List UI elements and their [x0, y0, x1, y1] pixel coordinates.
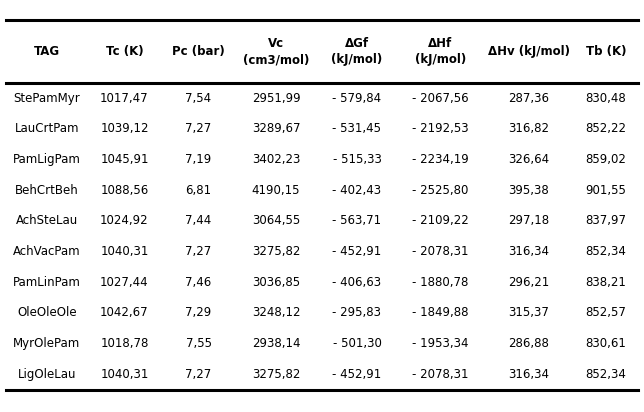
Text: Pc (bar): Pc (bar) [172, 45, 225, 58]
Text: 7,19: 7,19 [185, 153, 212, 166]
Text: MyrOlePam: MyrOlePam [14, 337, 80, 350]
Text: - 2067,56: - 2067,56 [412, 92, 469, 105]
Text: PamLinPam: PamLinPam [13, 276, 81, 289]
Text: Tc (K): Tc (K) [106, 45, 143, 58]
Text: - 452,91: - 452,91 [332, 368, 382, 381]
Text: 1088,56: 1088,56 [100, 184, 149, 197]
Text: - 1880,78: - 1880,78 [412, 276, 469, 289]
Text: - 402,43: - 402,43 [332, 184, 381, 197]
Text: 296,21: 296,21 [508, 276, 549, 289]
Text: 3036,85: 3036,85 [252, 276, 300, 289]
Text: OleOleOle: OleOleOle [17, 307, 77, 319]
Text: LigOleLau: LigOleLau [17, 368, 76, 381]
Text: 1027,44: 1027,44 [100, 276, 149, 289]
Text: 316,34: 316,34 [508, 245, 549, 258]
Text: - 2234,19: - 2234,19 [412, 153, 469, 166]
Text: 395,38: 395,38 [509, 184, 549, 197]
Text: AchSteLau: AchSteLau [16, 214, 78, 227]
Text: 837,97: 837,97 [585, 214, 627, 227]
Text: 297,18: 297,18 [508, 214, 549, 227]
Text: 3289,67: 3289,67 [252, 122, 300, 136]
Text: - 579,84: - 579,84 [332, 92, 381, 105]
Text: Vc
(cm3/mol): Vc (cm3/mol) [243, 37, 309, 66]
Text: 1045,91: 1045,91 [100, 153, 149, 166]
Text: PamLigPam: PamLigPam [13, 153, 81, 166]
Text: - 515,33: - 515,33 [332, 153, 381, 166]
Text: 838,21: 838,21 [585, 276, 627, 289]
Text: 1018,78: 1018,78 [100, 337, 149, 350]
Text: 852,34: 852,34 [585, 368, 627, 381]
Text: Tb (K): Tb (K) [586, 45, 626, 58]
Text: 1040,31: 1040,31 [100, 245, 149, 258]
Text: AchVacPam: AchVacPam [13, 245, 80, 258]
Text: 3275,82: 3275,82 [252, 245, 300, 258]
Text: - 531,45: - 531,45 [332, 122, 381, 136]
Text: - 295,83: - 295,83 [332, 307, 381, 319]
Text: 1039,12: 1039,12 [100, 122, 149, 136]
Text: 2951,99: 2951,99 [252, 92, 300, 105]
Text: - 452,91: - 452,91 [332, 245, 382, 258]
Text: 7,27: 7,27 [185, 368, 212, 381]
Text: ΔHv (kJ/mol): ΔHv (kJ/mol) [488, 45, 570, 58]
Text: 1042,67: 1042,67 [100, 307, 149, 319]
Text: 4190,15: 4190,15 [252, 184, 300, 197]
Text: 286,88: 286,88 [508, 337, 549, 350]
Text: 3064,55: 3064,55 [252, 214, 300, 227]
Text: 3402,23: 3402,23 [252, 153, 300, 166]
Text: 3275,82: 3275,82 [252, 368, 300, 381]
Text: 6,81: 6,81 [185, 184, 212, 197]
Text: 287,36: 287,36 [508, 92, 549, 105]
Text: TAG: TAG [34, 45, 60, 58]
Text: - 406,63: - 406,63 [332, 276, 381, 289]
Text: ΔGf
(kJ/mol): ΔGf (kJ/mol) [332, 37, 383, 66]
Text: 316,82: 316,82 [508, 122, 549, 136]
Text: 7,27: 7,27 [185, 122, 212, 136]
Text: 852,34: 852,34 [585, 245, 627, 258]
Text: 901,55: 901,55 [585, 184, 627, 197]
Text: 830,48: 830,48 [585, 92, 627, 105]
Text: - 2525,80: - 2525,80 [412, 184, 469, 197]
Text: 852,57: 852,57 [585, 307, 627, 319]
Text: 7,29: 7,29 [185, 307, 212, 319]
Text: 7,46: 7,46 [185, 276, 212, 289]
Text: 7,44: 7,44 [185, 214, 212, 227]
Text: - 563,71: - 563,71 [332, 214, 381, 227]
Text: StePamMyr: StePamMyr [14, 92, 80, 105]
Text: 7,55: 7,55 [185, 337, 211, 350]
Text: 7,27: 7,27 [185, 245, 212, 258]
Text: 830,61: 830,61 [585, 337, 627, 350]
Text: ΔHf
(kJ/mol): ΔHf (kJ/mol) [415, 37, 466, 66]
Text: - 2109,22: - 2109,22 [412, 214, 469, 227]
Text: 316,34: 316,34 [508, 368, 549, 381]
Text: 1017,47: 1017,47 [100, 92, 149, 105]
Text: 315,37: 315,37 [508, 307, 549, 319]
Text: - 2192,53: - 2192,53 [412, 122, 469, 136]
Text: 326,64: 326,64 [508, 153, 549, 166]
Text: - 1849,88: - 1849,88 [412, 307, 469, 319]
Text: 1040,31: 1040,31 [100, 368, 149, 381]
Text: LauCrtPam: LauCrtPam [15, 122, 79, 136]
Text: 1024,92: 1024,92 [100, 214, 149, 227]
Text: 2938,14: 2938,14 [252, 337, 300, 350]
Text: 859,02: 859,02 [585, 153, 627, 166]
Text: 852,22: 852,22 [585, 122, 627, 136]
Text: - 1953,34: - 1953,34 [412, 337, 469, 350]
Text: 3248,12: 3248,12 [252, 307, 300, 319]
Text: 7,54: 7,54 [185, 92, 212, 105]
Text: - 2078,31: - 2078,31 [412, 245, 469, 258]
Text: - 2078,31: - 2078,31 [412, 368, 469, 381]
Text: - 501,30: - 501,30 [332, 337, 381, 350]
Text: BehCrtBeh: BehCrtBeh [15, 184, 79, 197]
